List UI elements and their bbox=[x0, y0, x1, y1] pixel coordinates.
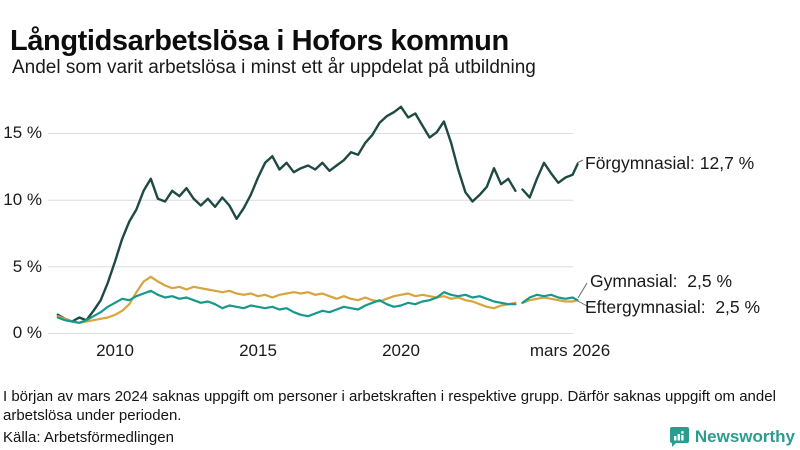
newsworthy-logo-icon bbox=[669, 427, 689, 447]
series-line-eftergymnasial bbox=[56, 289, 579, 324]
newsworthy-branding: Newsworthy bbox=[669, 426, 795, 447]
page-title: Långtidsarbetslösa i Hofors kommun bbox=[10, 25, 509, 58]
footnote: I början av mars 2024 saknas uppgift om … bbox=[3, 388, 776, 424]
chart-subtitle: Andel som varit arbetslösa i minst ett å… bbox=[12, 57, 536, 78]
x-tick-mars-2026: mars 2026 bbox=[529, 341, 611, 360]
x-tick-2015: 2015 bbox=[239, 341, 277, 360]
y-tick-15: 15 % bbox=[3, 123, 42, 142]
gridlines bbox=[48, 133, 573, 334]
x-tick-2020: 2020 bbox=[382, 341, 420, 360]
series-line-forgymnasial bbox=[56, 105, 579, 323]
series-label-gymnasial: Gymnasial: 2,5 % bbox=[590, 271, 732, 291]
y-tick-5: 5 % bbox=[12, 257, 42, 276]
source-attribution: Källa: Arbetsförmedlingen bbox=[3, 429, 174, 446]
newsworthy-wordmark: Newsworthy bbox=[694, 426, 795, 446]
series-label-eftergymnasial: Eftergymnasial: 2,5 % bbox=[585, 297, 761, 317]
x-tick-2010: 2010 bbox=[96, 341, 134, 360]
label-connector-lines bbox=[576, 159, 588, 307]
y-tick-0: 0 % bbox=[12, 323, 42, 342]
series-label-forgymnasial: Förgymnasial: 12,7 % bbox=[585, 153, 755, 173]
y-tick-10: 10 % bbox=[3, 190, 42, 209]
series-line-gymnasial bbox=[56, 275, 579, 324]
